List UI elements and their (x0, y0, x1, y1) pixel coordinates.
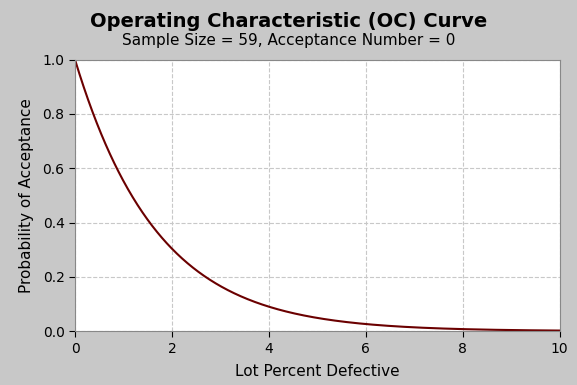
Text: Operating Characteristic (OC) Curve: Operating Characteristic (OC) Curve (90, 12, 487, 30)
X-axis label: Lot Percent Defective: Lot Percent Defective (235, 364, 400, 379)
Text: Sample Size = 59, Acceptance Number = 0: Sample Size = 59, Acceptance Number = 0 (122, 33, 455, 48)
Y-axis label: Probability of Acceptance: Probability of Acceptance (19, 98, 34, 293)
